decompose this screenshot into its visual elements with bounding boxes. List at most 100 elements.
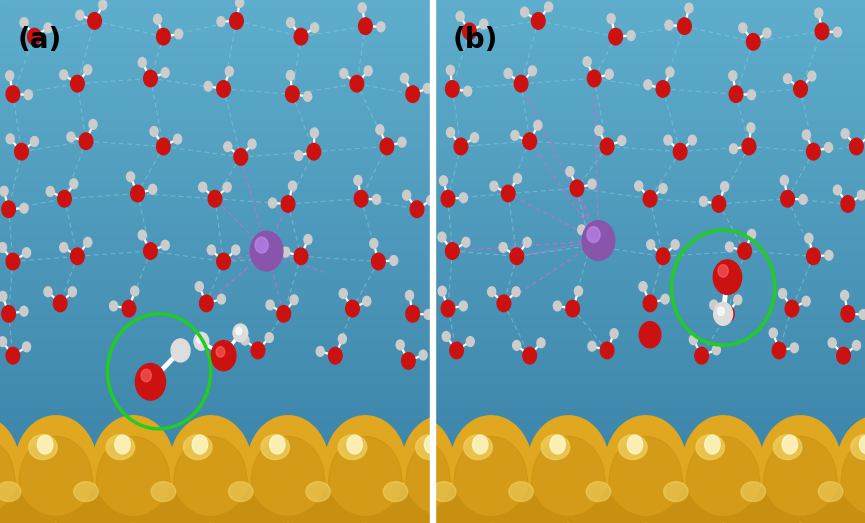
Circle shape <box>398 138 406 147</box>
Bar <box>0 10 430 16</box>
Circle shape <box>695 347 708 364</box>
Bar <box>435 141 865 146</box>
Circle shape <box>19 436 93 523</box>
Circle shape <box>426 196 435 205</box>
Circle shape <box>738 243 752 259</box>
Circle shape <box>376 125 384 134</box>
Bar <box>435 319 865 324</box>
Bar <box>435 230 865 235</box>
Bar <box>435 377 865 382</box>
Bar <box>0 371 430 377</box>
Bar <box>435 0 865 5</box>
Circle shape <box>362 297 371 306</box>
Circle shape <box>665 20 673 30</box>
Bar <box>0 157 430 162</box>
Circle shape <box>294 248 308 265</box>
Circle shape <box>371 253 385 270</box>
Bar <box>435 47 865 52</box>
Circle shape <box>459 193 467 202</box>
Circle shape <box>510 248 523 265</box>
Bar <box>0 37 430 42</box>
Circle shape <box>97 436 170 523</box>
Ellipse shape <box>663 482 688 502</box>
Bar <box>0 52 430 58</box>
Circle shape <box>413 460 491 523</box>
Circle shape <box>89 120 97 129</box>
Bar <box>0 403 430 408</box>
Circle shape <box>529 66 536 76</box>
Circle shape <box>609 436 682 523</box>
Circle shape <box>195 282 203 291</box>
Bar <box>0 141 430 146</box>
Circle shape <box>550 435 566 454</box>
Bar <box>0 5 430 10</box>
Bar <box>435 89 865 94</box>
Bar <box>0 246 430 251</box>
Circle shape <box>0 460 56 523</box>
Bar <box>0 241 430 246</box>
Circle shape <box>58 190 71 207</box>
Bar <box>435 497 865 502</box>
Bar <box>435 277 865 282</box>
Ellipse shape <box>839 431 865 521</box>
Circle shape <box>236 327 242 335</box>
Circle shape <box>0 436 16 523</box>
Circle shape <box>522 133 536 150</box>
Circle shape <box>742 138 756 155</box>
Circle shape <box>60 243 67 252</box>
Bar <box>435 309 865 314</box>
Circle shape <box>804 233 813 243</box>
Circle shape <box>286 71 294 81</box>
Circle shape <box>289 181 297 191</box>
Circle shape <box>197 336 202 343</box>
Circle shape <box>815 8 823 18</box>
Circle shape <box>657 248 670 265</box>
Bar <box>435 481 865 486</box>
Circle shape <box>769 328 778 338</box>
Bar <box>435 105 865 110</box>
Circle shape <box>815 23 829 40</box>
Circle shape <box>266 300 274 310</box>
Bar <box>435 476 865 481</box>
Circle shape <box>210 460 288 523</box>
Ellipse shape <box>684 431 771 521</box>
Ellipse shape <box>375 431 461 521</box>
Ellipse shape <box>404 431 490 521</box>
Circle shape <box>0 186 8 196</box>
Bar <box>0 194 430 199</box>
Circle shape <box>472 435 488 454</box>
Circle shape <box>712 196 726 212</box>
Circle shape <box>46 187 54 196</box>
Circle shape <box>759 416 842 515</box>
Circle shape <box>860 435 865 454</box>
Circle shape <box>406 436 479 523</box>
Bar <box>435 408 865 413</box>
Circle shape <box>438 232 446 242</box>
Bar <box>435 403 865 408</box>
Circle shape <box>255 237 268 253</box>
Circle shape <box>311 23 318 32</box>
Bar <box>0 471 430 476</box>
Bar <box>435 37 865 42</box>
Bar <box>435 99 865 105</box>
Circle shape <box>277 305 291 322</box>
Bar <box>0 486 430 492</box>
Bar <box>0 502 430 507</box>
Bar <box>435 84 865 89</box>
Bar <box>0 418 430 424</box>
Bar <box>435 42 865 47</box>
Bar <box>435 293 865 298</box>
Bar <box>435 78 865 84</box>
Circle shape <box>537 338 545 348</box>
Bar <box>0 397 430 403</box>
Circle shape <box>595 126 603 135</box>
Circle shape <box>685 3 693 13</box>
Circle shape <box>6 134 14 144</box>
Bar <box>0 445 430 450</box>
Circle shape <box>15 143 29 160</box>
Ellipse shape <box>172 431 258 521</box>
Circle shape <box>285 86 299 103</box>
Bar <box>0 230 430 235</box>
Circle shape <box>395 435 411 454</box>
Circle shape <box>734 295 742 305</box>
